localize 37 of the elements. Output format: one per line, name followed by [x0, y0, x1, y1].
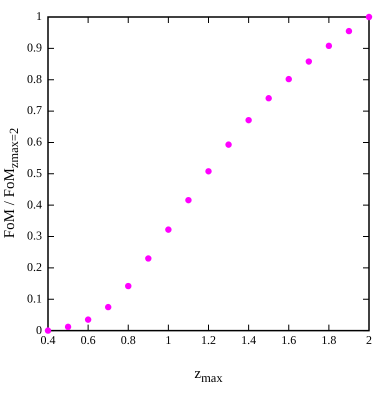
x-tick-label: 1.4	[241, 332, 256, 347]
point	[64, 324, 72, 330]
point	[326, 42, 332, 50]
point	[104, 304, 112, 310]
point	[44, 327, 52, 334]
point	[346, 28, 352, 34]
point	[366, 14, 372, 20]
y-tick-label: 0.3	[27, 228, 42, 243]
y-tick-label: 0.1	[27, 291, 42, 306]
x-tick-label: 1.8	[321, 332, 336, 347]
point	[185, 196, 192, 204]
y-tick-label: 0.6	[27, 134, 42, 149]
y-tick-label: 0	[36, 322, 42, 337]
y-tick-label: 0.7	[27, 103, 42, 118]
point	[245, 116, 252, 124]
x-axis-title: z$_{max}$	[193, 366, 224, 386]
point	[265, 95, 272, 102]
point	[125, 282, 132, 290]
point	[225, 141, 232, 148]
y-tick-label: 1	[36, 9, 42, 24]
x-tick-label: 0.6	[80, 332, 96, 347]
x-tick-label: 1.2	[201, 332, 216, 347]
point	[286, 76, 292, 82]
y-tick-label: 0.9	[27, 40, 42, 55]
y-tick-label: 0.2	[27, 260, 42, 274]
point	[84, 316, 92, 323]
y-tick-label: 0.4	[27, 197, 42, 212]
y-tick-label: 0.8	[27, 72, 42, 86]
x-tick-label: 1	[165, 332, 172, 347]
x-tick-label: 1.6	[281, 332, 296, 347]
point	[165, 226, 172, 233]
x-tick-label: 2	[366, 332, 372, 347]
point	[145, 255, 152, 262]
y-tick-label: 0.5	[27, 166, 42, 180]
point	[205, 168, 212, 174]
x-tick-label: 0.8	[120, 332, 136, 347]
point	[306, 58, 312, 65]
